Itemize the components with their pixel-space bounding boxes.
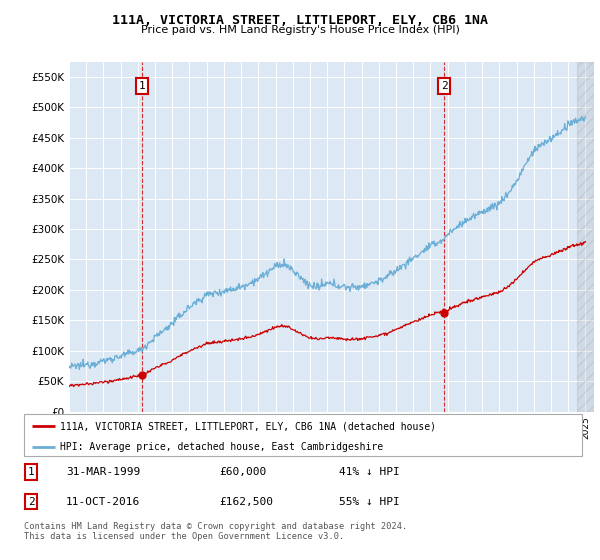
Text: 111A, VICTORIA STREET, LITTLEPORT, ELY, CB6 1NA: 111A, VICTORIA STREET, LITTLEPORT, ELY, … [112,14,488,27]
Bar [577,62,594,412]
Text: 55% ↓ HPI: 55% ↓ HPI [339,497,400,507]
Text: 1: 1 [28,467,35,477]
Text: Contains HM Land Registry data © Crown copyright and database right 2024.
This d: Contains HM Land Registry data © Crown c… [24,522,407,542]
FancyBboxPatch shape [24,414,582,456]
Text: 1: 1 [139,81,146,91]
Text: 2: 2 [440,81,448,91]
Text: £162,500: £162,500 [220,497,273,507]
Text: £60,000: £60,000 [220,467,266,477]
Text: HPI: Average price, detached house, East Cambridgeshire: HPI: Average price, detached house, East… [60,442,383,452]
Text: 111A, VICTORIA STREET, LITTLEPORT, ELY, CB6 1NA (detached house): 111A, VICTORIA STREET, LITTLEPORT, ELY, … [60,421,436,431]
Text: 41% ↓ HPI: 41% ↓ HPI [339,467,400,477]
Text: 2: 2 [28,497,35,507]
Text: Price paid vs. HM Land Registry's House Price Index (HPI): Price paid vs. HM Land Registry's House … [140,25,460,35]
Text: 11-OCT-2016: 11-OCT-2016 [66,497,140,507]
Text: 31-MAR-1999: 31-MAR-1999 [66,467,140,477]
